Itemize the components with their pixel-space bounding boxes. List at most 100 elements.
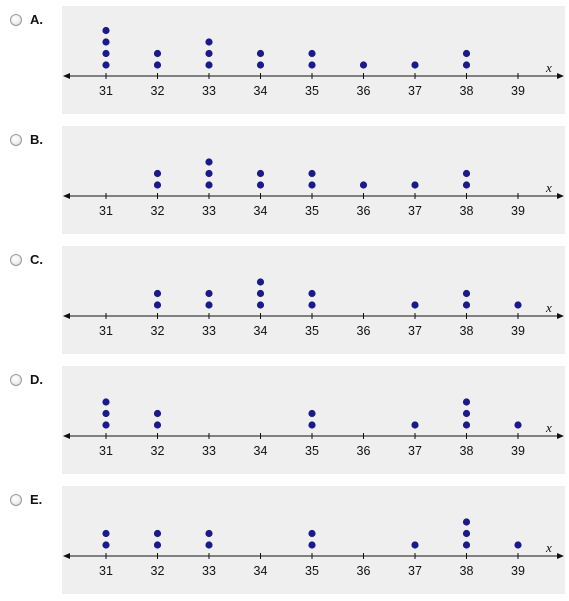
data-dot (205, 289, 213, 298)
radio-button[interactable] (10, 494, 22, 506)
data-dot (153, 181, 162, 189)
data-dot (256, 278, 265, 286)
data-dot (153, 541, 162, 549)
option-e[interactable]: E. 31 32 33 34 35 36 37 38 39 x (0, 486, 569, 598)
axis-variable-label: x (545, 300, 552, 315)
data-dot (462, 409, 471, 418)
data-dot (308, 169, 316, 178)
data-dot (256, 289, 265, 298)
tick-label: 38 (460, 564, 474, 578)
tick-label: 35 (305, 444, 319, 458)
tick-label: 34 (254, 564, 268, 578)
tick-label: 35 (305, 564, 319, 578)
tick-label: 32 (151, 444, 165, 458)
data-dot (308, 289, 316, 298)
data-dot (462, 541, 471, 549)
dot-plot: 31 32 33 34 35 36 37 38 39 x (63, 158, 564, 218)
data-dot (308, 409, 316, 418)
data-dot (308, 541, 316, 549)
data-dot (205, 529, 213, 538)
tick-label: 34 (254, 444, 268, 458)
tick-label: 31 (99, 444, 113, 458)
option-b[interactable]: B. 31 32 33 34 35 36 37 38 39 x (0, 126, 569, 238)
data-dot (411, 181, 419, 189)
tick-label: 37 (408, 444, 422, 458)
tick-label: 35 (305, 324, 319, 338)
axis-variable-label: x (545, 420, 552, 435)
data-dot (308, 421, 316, 429)
tick-label: 38 (460, 84, 474, 98)
option-letter: E. (30, 492, 43, 507)
tick-label: 38 (460, 444, 474, 458)
tick-label: 32 (151, 84, 165, 98)
data-dot (205, 181, 213, 189)
tick-label: 36 (357, 324, 371, 338)
tick-label: 39 (511, 204, 525, 218)
option-c[interactable]: C. 31 32 33 34 35 36 37 38 39 x (0, 246, 569, 358)
radio-button[interactable] (10, 134, 22, 146)
tick-label: 33 (202, 84, 216, 98)
tick-label: 31 (99, 564, 113, 578)
left-arrow-icon (63, 313, 70, 319)
tick-label: 38 (460, 204, 474, 218)
data-dot (153, 529, 162, 538)
tick-label: 33 (202, 444, 216, 458)
right-arrow-icon (557, 193, 564, 199)
data-dot (256, 61, 265, 69)
tick-label: 34 (254, 204, 268, 218)
data-dot (462, 398, 471, 406)
data-dot (153, 289, 162, 298)
tick-label: 36 (357, 84, 371, 98)
data-dot (205, 61, 213, 69)
data-dot (411, 61, 419, 69)
axis-variable-label: x (545, 180, 552, 195)
radio-button[interactable] (10, 254, 22, 266)
tick-label: 39 (511, 324, 525, 338)
data-dot (102, 61, 110, 69)
data-dot (359, 181, 368, 189)
data-dot (462, 61, 471, 69)
dot-plot: 31 32 33 34 35 36 37 38 39 x (63, 26, 564, 98)
option-d[interactable]: D. 31 32 33 34 35 36 37 38 39 x (0, 366, 569, 478)
tick-label: 31 (99, 324, 113, 338)
data-dot (102, 49, 110, 58)
tick-label: 39 (511, 84, 525, 98)
right-arrow-icon (557, 73, 564, 79)
tick-label: 31 (99, 84, 113, 98)
tick-label: 39 (511, 444, 525, 458)
data-dot (308, 61, 316, 69)
data-dot (102, 529, 110, 538)
tick-label: 32 (151, 324, 165, 338)
tick-label: 34 (254, 324, 268, 338)
dot-plot: 31 32 33 34 35 36 37 38 39 x (63, 518, 564, 578)
tick-label: 35 (305, 204, 319, 218)
data-dot (411, 541, 419, 549)
data-dot (205, 301, 213, 309)
data-dot (153, 49, 162, 58)
tick-label: 35 (305, 84, 319, 98)
data-dot (462, 49, 471, 58)
data-dot (256, 49, 265, 58)
left-arrow-icon (63, 553, 70, 559)
data-dot (205, 38, 213, 46)
data-dot (462, 421, 471, 429)
data-dot (462, 181, 471, 189)
tick-label: 36 (357, 444, 371, 458)
data-dot (102, 409, 110, 418)
data-dot (205, 541, 213, 549)
data-dot (308, 301, 316, 309)
tick-label: 37 (408, 324, 422, 338)
data-dot (102, 38, 110, 46)
data-dot (153, 409, 162, 418)
tick-label: 37 (408, 204, 422, 218)
radio-button[interactable] (10, 14, 22, 26)
data-dot (153, 169, 162, 178)
tick-label: 36 (357, 204, 371, 218)
option-a[interactable]: A. 31 32 33 34 35 36 37 38 39 x (0, 6, 569, 118)
tick-label: 32 (151, 564, 165, 578)
radio-button[interactable] (10, 374, 22, 386)
data-dot (256, 301, 265, 309)
tick-label: 33 (202, 324, 216, 338)
tick-label: 34 (254, 84, 268, 98)
data-dot (462, 289, 471, 298)
